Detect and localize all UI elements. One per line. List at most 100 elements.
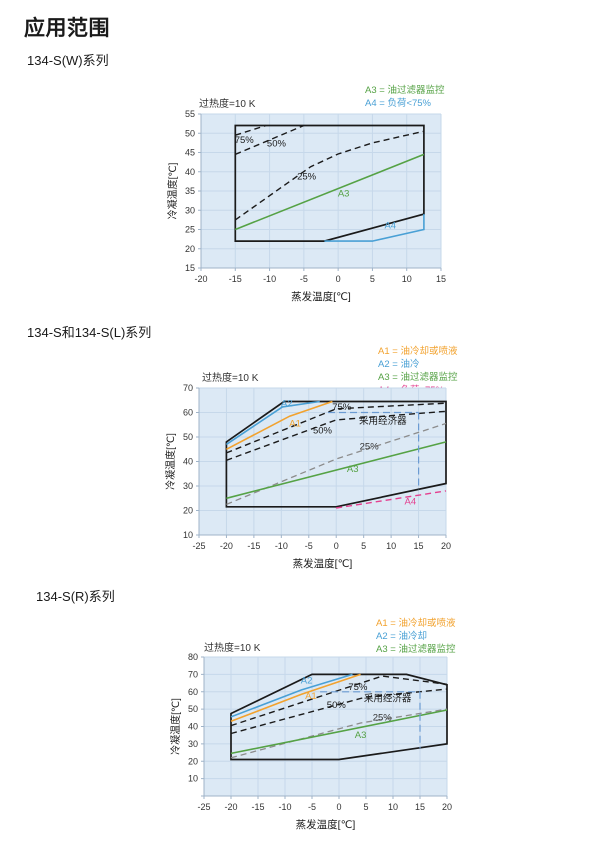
plot-label-采用经济器: 采用经济器: [364, 693, 412, 705]
x-tick-label: 15: [436, 274, 446, 284]
y-tick-label: 10: [183, 530, 193, 540]
section-heading-134sr: 134-S(R)系列: [36, 589, 115, 604]
plot-label-50%: 50%: [313, 426, 333, 437]
y-axis-title: 冷凝温度[℃]: [164, 433, 177, 490]
a4-line: [336, 490, 447, 509]
plot-label-A3: A3: [338, 189, 350, 200]
legend-item: A4 = 负荷<75%: [365, 98, 432, 109]
y-tick-label: 40: [188, 722, 198, 732]
y-tick-label: 60: [188, 687, 198, 697]
plot-label-A3: A3: [347, 464, 359, 475]
plot-label-A4: A4: [384, 221, 396, 232]
load-50pct-line: [226, 410, 447, 461]
superheat-note: 过热度=10 K: [199, 99, 256, 110]
y-tick-label: 70: [183, 383, 193, 393]
legend-item: A1 = 油冷却或喷液: [376, 618, 456, 629]
load-25pct-line: [230, 708, 448, 759]
a4-line: [324, 214, 425, 242]
y-tick-label: 80: [188, 652, 198, 662]
x-tick-label: -15: [229, 274, 242, 284]
plot-label-A3: A3: [355, 730, 367, 741]
legend-item: A1 = 油冷却或喷液: [378, 346, 458, 357]
section-heading-134sw: 134-S(W)系列: [27, 53, 109, 68]
plot-label-采用经济器: 采用经济器: [359, 415, 407, 427]
plot-label-75%: 75%: [348, 682, 368, 693]
x-tick-label: -10: [263, 274, 276, 284]
superheat-note: 过热度=10 K: [204, 643, 261, 654]
y-tick-label: 60: [183, 408, 193, 418]
load-25pct-line: [234, 130, 425, 221]
x-tick-label: -25: [197, 802, 210, 812]
y-tick-label: 25: [185, 225, 195, 235]
x-tick-label: -15: [247, 541, 260, 551]
x-tick-label: 10: [388, 802, 398, 812]
x-tick-label: 20: [441, 541, 451, 551]
load-50pct-line: [235, 124, 305, 156]
y-tick-label: 30: [183, 481, 193, 491]
application-range-chart-134sr: -25 -20 -15 -10 -5 0 5 10 15 20 10 20 30 40 50 60 70 80 A2…: [169, 652, 452, 831]
y-tick-label: 55: [185, 109, 195, 119]
plot-label-A2: A2: [281, 399, 293, 410]
x-tick-label: 5: [370, 274, 375, 284]
y-tick-label: 50: [183, 432, 193, 442]
x-tick-label: -10: [275, 541, 288, 551]
a1-line: [226, 400, 333, 451]
x-tick-label: -10: [278, 802, 291, 812]
legend-item: A3 = 油过滤器监控: [378, 372, 458, 383]
y-tick-label: 50: [188, 704, 198, 714]
y-tick-label: 20: [185, 244, 195, 254]
operating-envelope: [234, 124, 425, 242]
x-tick-label: -20: [224, 802, 237, 812]
x-tick-label: 0: [334, 541, 339, 551]
plot-label-50%: 50%: [327, 700, 347, 711]
x-tick-label: -15: [251, 802, 264, 812]
a3-line: [226, 441, 447, 500]
load-75pct-line: [235, 124, 267, 136]
y-tick-label: 20: [188, 756, 198, 766]
plot-label-A1: A1: [305, 691, 317, 702]
y-axis-title: 冷凝温度[℃]: [169, 698, 182, 755]
x-tick-label: 0: [336, 802, 341, 812]
load-75pct-line: [230, 675, 448, 727]
x-axis-title: 蒸发温度[℃]: [293, 557, 353, 570]
a3-line: [235, 153, 425, 231]
a2-line: [230, 673, 353, 718]
y-tick-label: 15: [185, 263, 195, 273]
plot-label-25%: 25%: [297, 171, 317, 182]
plot-label-A4: A4: [405, 497, 417, 508]
a3-line: [230, 709, 448, 755]
x-tick-label: 0: [336, 274, 341, 284]
a1-line: [230, 673, 361, 723]
a2-line: [225, 400, 320, 446]
x-tick-label: -5: [305, 541, 313, 551]
y-tick-label: 40: [185, 167, 195, 177]
y-tick-label: 30: [185, 205, 195, 215]
x-axis-title: 蒸发温度[℃]: [291, 290, 351, 303]
y-tick-label: 10: [188, 774, 198, 784]
section-heading-134s-134sl: 134-S和134-S(L)系列: [27, 325, 152, 340]
y-axis-title: 冷凝温度[℃]: [166, 162, 179, 219]
operating-envelope: [225, 400, 447, 508]
x-tick-label: -25: [192, 541, 205, 551]
y-tick-label: 35: [185, 186, 195, 196]
plot-label-25%: 25%: [360, 441, 380, 452]
legend-item: A3 = 油过滤器监控: [376, 644, 456, 655]
y-tick-label: 70: [188, 669, 198, 679]
y-tick-label: 50: [185, 128, 195, 138]
x-tick-label: -5: [300, 274, 308, 284]
x-tick-label: 10: [386, 541, 396, 551]
plot-label-A2: A2: [301, 675, 313, 686]
chart-legend: A1 = 油冷却或喷液 A2 = 油冷却 A3 = 油过滤器监控: [376, 617, 455, 656]
legend-item: A2 = 油冷却: [376, 631, 427, 642]
y-tick-label: 40: [183, 457, 193, 467]
x-axis-title: 蒸发温度[℃]: [296, 818, 356, 831]
legend-item: A3 = 油过滤器监控: [365, 85, 445, 96]
plot-label-A1: A1: [289, 419, 301, 430]
x-tick-label: 5: [361, 541, 366, 551]
x-tick-label: 15: [414, 541, 424, 551]
y-tick-label: 20: [183, 506, 193, 516]
x-tick-label: 20: [442, 802, 452, 812]
chart-legend: A3 = 油过滤器监控 A4 = 负荷<75%: [365, 84, 444, 110]
page-title: 应用范围: [24, 17, 110, 40]
